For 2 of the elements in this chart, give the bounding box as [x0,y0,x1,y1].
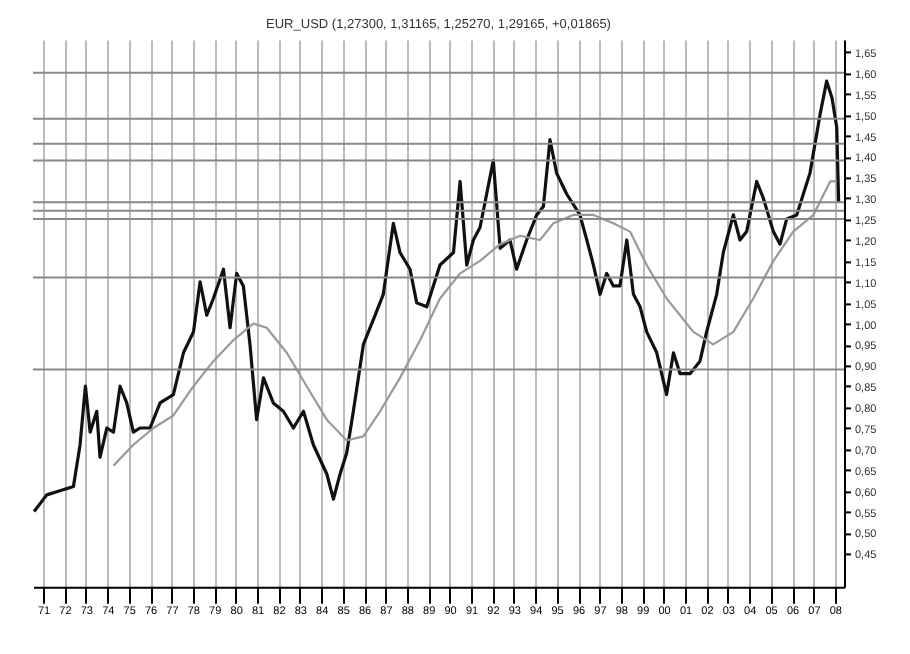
line-series [112,180,838,467]
line-series [32,79,841,514]
